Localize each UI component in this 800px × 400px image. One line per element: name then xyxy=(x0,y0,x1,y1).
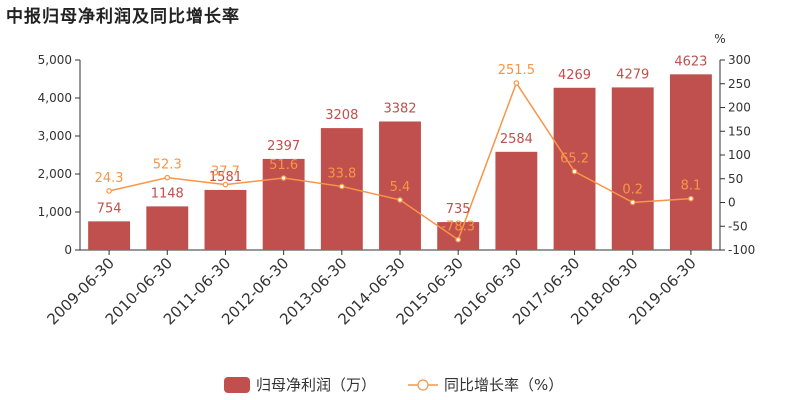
bar-value-label: 4279 xyxy=(616,67,649,82)
growth-value-label: 33.8 xyxy=(327,166,356,181)
bar-value-label: 4623 xyxy=(674,54,707,69)
growth-point xyxy=(513,80,520,86)
growth-value-label: -78.3 xyxy=(441,220,475,235)
legend-line-marker xyxy=(417,379,429,391)
right-tick-label: 100 xyxy=(728,148,751,162)
growth-value-label: 5.4 xyxy=(390,180,411,195)
bar xyxy=(495,151,538,250)
growth-value-label: 0.2 xyxy=(622,182,643,197)
right-tick-label: 300 xyxy=(728,53,751,67)
growth-point xyxy=(106,188,112,194)
legend-line-label: 同比增长率（%） xyxy=(444,376,563,394)
right-tick-label: 250 xyxy=(728,77,751,91)
left-tick-label: 3,000 xyxy=(38,129,72,143)
data-labels: 754 1148 1581 2397 3208 3382 735 2584 4269 4279 46… xyxy=(95,54,708,234)
left-tick-label: 1,000 xyxy=(38,205,72,219)
growth-point xyxy=(222,181,229,188)
right-tick-label: 200 xyxy=(728,101,751,115)
growth-point xyxy=(688,195,694,202)
growth-point xyxy=(397,197,403,203)
bar-value-label: 1148 xyxy=(151,186,184,201)
legend-bar-label: 归母净利润（万） xyxy=(256,376,376,394)
axes: 0 1,000 2,000 3,000 4,000 5,000 -100 -50 0 50 100 1… xyxy=(38,32,756,328)
bar xyxy=(204,189,247,250)
growth-point xyxy=(455,236,461,243)
bar xyxy=(379,121,421,250)
bar xyxy=(262,158,305,250)
growth-value-label: 37.7 xyxy=(211,165,240,180)
right-tick-label: 0 xyxy=(728,196,736,210)
growth-value-label: 65.2 xyxy=(560,152,589,167)
left-tick-label: 5,000 xyxy=(38,53,72,67)
growth-point xyxy=(339,183,345,190)
right-tick-label: -100 xyxy=(728,243,755,257)
growth-point xyxy=(164,174,171,181)
bar xyxy=(611,87,654,250)
left-tick-label: 2,000 xyxy=(38,167,72,181)
bar-value-label: 3382 xyxy=(383,101,416,116)
growth-point xyxy=(571,168,578,175)
growth-point xyxy=(629,199,636,206)
right-tick-label: -50 xyxy=(728,219,748,233)
left-tick-label: 4,000 xyxy=(38,91,72,105)
bar-value-label: 754 xyxy=(97,201,122,216)
bar-value-label: 4269 xyxy=(558,68,591,83)
growth-value-label: 24.3 xyxy=(95,171,124,186)
bar xyxy=(146,206,189,250)
growth-line xyxy=(106,80,694,243)
growth-point xyxy=(280,175,287,181)
bar-value-label: 735 xyxy=(446,202,471,217)
right-tick-label: 150 xyxy=(728,124,751,138)
bar xyxy=(437,222,480,250)
bar xyxy=(669,74,712,251)
bar-value-label: 1581 xyxy=(209,170,242,185)
left-tick-label: 0 xyxy=(64,243,72,257)
growth-value-label: 251.5 xyxy=(498,63,535,78)
right-axis-unit: % xyxy=(714,32,725,46)
legend-bar-swatch xyxy=(224,377,250,393)
growth-value-label: 52.3 xyxy=(153,158,182,173)
legend: 归母净利润（万） 同比增长率（%） xyxy=(224,376,563,394)
bar-value-label: 2584 xyxy=(500,132,533,147)
chart-title: 中报归母净利润及同比增长率 xyxy=(6,7,240,27)
right-tick-label: 50 xyxy=(728,172,743,186)
bar-value-label: 3208 xyxy=(325,108,358,123)
bar xyxy=(88,221,131,250)
growth-value-label: 8.1 xyxy=(681,179,702,194)
bar-value-label: 2397 xyxy=(267,139,300,154)
growth-value-label: 51.6 xyxy=(269,158,298,173)
